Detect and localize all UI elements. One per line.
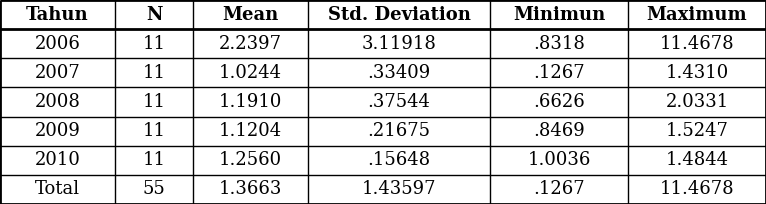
Text: .15648: .15648	[368, 151, 430, 169]
Text: 11: 11	[142, 151, 165, 169]
Text: 1.4310: 1.4310	[666, 64, 728, 82]
Text: 2009: 2009	[34, 122, 80, 140]
Text: 55: 55	[142, 180, 165, 198]
Text: .1267: .1267	[533, 180, 584, 198]
Text: 1.0244: 1.0244	[219, 64, 282, 82]
Text: 1.2560: 1.2560	[219, 151, 283, 169]
Text: 11.4678: 11.4678	[660, 180, 735, 198]
Text: Std. Deviation: Std. Deviation	[328, 6, 470, 24]
Text: 11: 11	[142, 93, 165, 111]
Text: 2.0331: 2.0331	[666, 93, 728, 111]
Text: Mean: Mean	[223, 6, 279, 24]
Text: .8318: .8318	[533, 35, 585, 53]
Text: 2006: 2006	[34, 35, 80, 53]
Text: Minimun: Minimun	[513, 6, 605, 24]
Text: 1.43597: 1.43597	[362, 180, 437, 198]
Text: 3.11918: 3.11918	[362, 35, 437, 53]
Text: 1.0036: 1.0036	[527, 151, 591, 169]
Text: 2010: 2010	[34, 151, 80, 169]
Text: 1.5247: 1.5247	[666, 122, 728, 140]
Text: 2008: 2008	[34, 93, 80, 111]
Text: Tahun: Tahun	[26, 6, 89, 24]
Text: 2007: 2007	[34, 64, 80, 82]
Text: 1.1204: 1.1204	[219, 122, 283, 140]
Text: .8469: .8469	[533, 122, 585, 140]
Text: Total: Total	[35, 180, 80, 198]
Text: .21675: .21675	[368, 122, 430, 140]
Text: N: N	[146, 6, 162, 24]
Text: 1.4844: 1.4844	[666, 151, 728, 169]
Text: 11: 11	[142, 64, 165, 82]
Text: 1.1910: 1.1910	[219, 93, 283, 111]
Text: .1267: .1267	[533, 64, 584, 82]
Text: 11: 11	[142, 122, 165, 140]
Text: 1.3663: 1.3663	[219, 180, 283, 198]
Text: 11: 11	[142, 35, 165, 53]
Text: .33409: .33409	[368, 64, 430, 82]
Text: Maximum: Maximum	[647, 6, 748, 24]
Text: 2.2397: 2.2397	[219, 35, 282, 53]
Text: 11.4678: 11.4678	[660, 35, 735, 53]
Text: .37544: .37544	[368, 93, 430, 111]
Text: .6626: .6626	[533, 93, 585, 111]
